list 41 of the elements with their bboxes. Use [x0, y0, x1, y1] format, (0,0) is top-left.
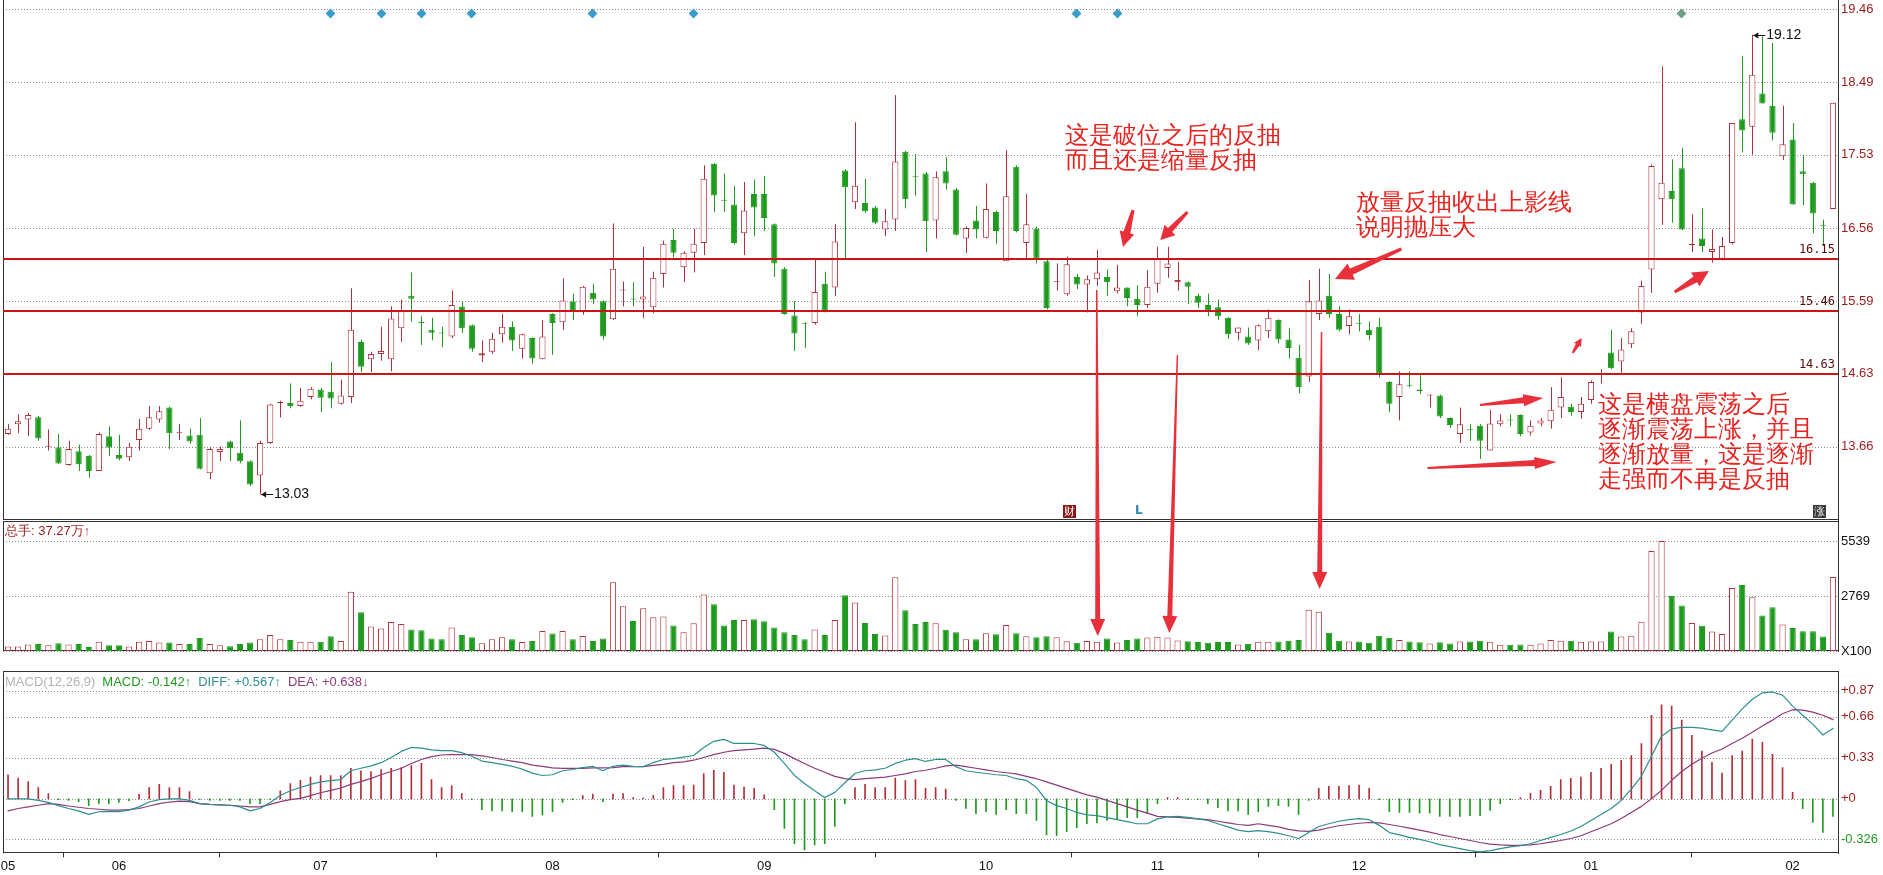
x-tick-label: 06 [111, 857, 127, 873]
annotation: 财 [1063, 505, 1076, 518]
annotation: 这是破位之后的反抽而且还是缩量反抽 [1065, 121, 1281, 174]
annotation: 放量反抽收出上影线说明抛压大 [1356, 188, 1572, 241]
y-tick-label: +0.87 [1841, 682, 1874, 698]
y-tick-label: 5539 [1841, 532, 1870, 548]
x-tick-label: 08 [545, 857, 560, 873]
ref-line-label: 16.15 [1798, 242, 1835, 257]
x-tick-label: 01 [1583, 857, 1599, 873]
ref-line-label: 14.63 [1798, 357, 1835, 372]
x-tick-label: 12 [1351, 857, 1367, 873]
annotation: 这是横盘震荡之后逐渐震荡上涨，并且逐渐放量，这是逐渐走强而不再是反抽 [1598, 390, 1814, 493]
y-tick-label: 18.49 [1841, 73, 1874, 89]
annotation: L [1134, 503, 1144, 517]
y-tick-label: +0.66 [1841, 708, 1874, 724]
y-tick-label: 14.63 [1841, 365, 1874, 381]
annotation: 涨 [1813, 505, 1826, 518]
x-tick-label: 11 [1150, 857, 1165, 873]
ref-line-label: 15.46 [1798, 294, 1835, 309]
x-tick-label: 07 [313, 857, 328, 873]
chart-title: 总手: 37.27万↑ [5, 523, 91, 538]
annotation: 19.12 [1766, 26, 1802, 43]
text: DIFF: +0.567↑ [198, 674, 281, 689]
y-tick-label: X100 [1841, 642, 1872, 658]
y-tick-label: -0.326 [1841, 830, 1878, 846]
y-tick-label: 15.59 [1841, 292, 1874, 308]
text: MACD: -0.142↑ [102, 674, 192, 689]
chart-title: MACD(12,26,9) [5, 674, 96, 689]
y-tick-label: +0.33 [1841, 749, 1874, 765]
text: DEA: +0.638↓ [287, 674, 369, 689]
x-tick-label: 02 [1785, 857, 1800, 873]
y-tick-label: 19.46 [1841, 0, 1874, 16]
y-tick-label: 13.66 [1841, 438, 1874, 454]
annotation: 13.03 [274, 485, 310, 502]
x-tick-label: 10 [978, 857, 994, 873]
y-tick-label: +0 [1841, 790, 1856, 806]
y-tick-label: 17.53 [1841, 146, 1874, 162]
x-tick-label: 05 [0, 857, 16, 873]
y-tick-label: 16.56 [1841, 219, 1874, 235]
x-tick-label: 09 [756, 857, 772, 873]
y-tick-label: 2769 [1841, 587, 1870, 603]
